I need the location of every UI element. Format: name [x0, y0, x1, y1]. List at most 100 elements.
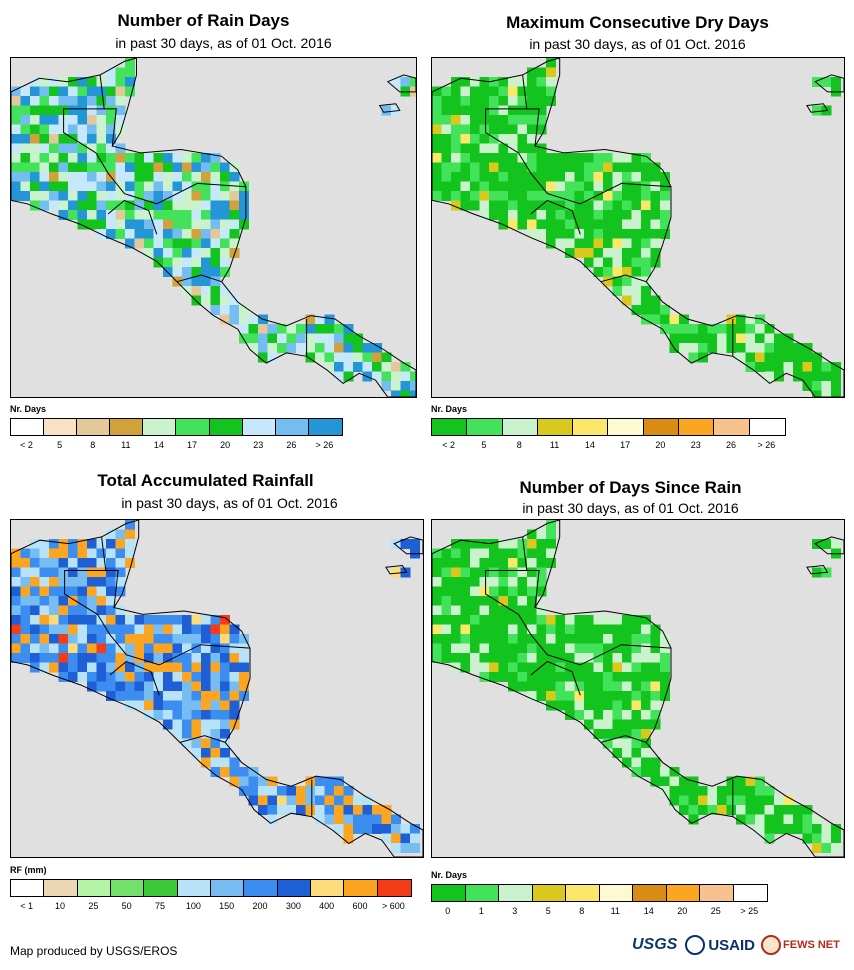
fews-globe-icon — [761, 935, 782, 955]
legend-swatch — [44, 880, 78, 896]
legend-swatch — [573, 419, 609, 435]
legend-tick-label: > 26 — [757, 440, 776, 450]
legend-tick-label: 10 — [54, 901, 66, 911]
legend-tick-labels: 0 1 3 5 8 11 14 20 25 > 25 — [431, 906, 766, 918]
legend-tick-label: 26 — [726, 440, 737, 450]
legend-tick-label: < 2 — [20, 440, 33, 450]
legend-tick-label: 8 — [516, 440, 522, 450]
legend-tick-label: > 25 — [740, 906, 759, 916]
legend-swatch — [77, 419, 111, 435]
legend-title: Nr. Days — [10, 404, 47, 414]
legend-swatch — [110, 419, 144, 435]
legend-swatch — [599, 885, 633, 901]
legend-swatch — [77, 880, 111, 896]
legend-colorbar — [431, 884, 768, 902]
country-borders — [432, 58, 844, 397]
legend-tick-label: 17 — [620, 440, 631, 450]
legend-title: RF (mm) — [10, 865, 47, 875]
legend-tick-label: 200 — [252, 901, 268, 911]
logo-strip: USGS USAID FEWS NET — [632, 932, 846, 958]
panel-subtitle: in past 30 days, as of 01 Oct. 2016 — [121, 495, 338, 511]
map-grid-cells — [11, 520, 420, 853]
map-grid-cells — [432, 520, 841, 853]
map-grid-cells — [11, 58, 416, 397]
legend-tick-label: 17 — [187, 440, 198, 450]
legend-tick-label: 8 — [90, 440, 96, 450]
legend-swatch — [110, 880, 145, 896]
legend-swatch — [749, 419, 785, 435]
legend-swatch — [143, 419, 177, 435]
panel-max-dry-days: Maximum Consecutive Dry Days in past 30 … — [427, 0, 854, 465]
legend-tick-label: 20 — [677, 906, 688, 916]
legend-swatch — [432, 885, 466, 901]
legend-max-dry-days: Nr. Days < 2 5 8 11 14 17 20 23 26 > 26 — [431, 404, 793, 456]
country-borders — [11, 520, 423, 857]
legend-tick-label: 5 — [545, 906, 551, 916]
legend-swatch — [242, 419, 276, 435]
panel-title: Maximum Consecutive Dry Days — [506, 13, 769, 32]
panel-subtitle: in past 30 days, as of 01 Oct. 2016 — [529, 36, 746, 52]
legend-swatch — [210, 880, 245, 896]
legend-swatch — [44, 419, 78, 435]
legend-swatch — [144, 880, 178, 896]
panel-title: Total Accumulated Rainfall — [97, 471, 314, 490]
legend-tick-label: < 1 — [20, 901, 34, 911]
panel-title: Number of Rain Days — [117, 11, 290, 30]
legend-swatch — [465, 885, 499, 901]
legend-tick-label: 0 — [445, 906, 451, 916]
legend-swatch — [643, 419, 680, 435]
legend-swatch — [537, 419, 574, 435]
legend-swatch — [176, 419, 210, 435]
legend-tick-label: > 600 — [381, 901, 405, 911]
legend-tick-label: 3 — [512, 906, 518, 916]
legend-tick-label: 5 — [57, 440, 63, 450]
legend-tick-label: 11 — [549, 440, 560, 450]
panel-total-rainfall: Total Accumulated Rainfall in past 30 da… — [0, 465, 427, 930]
legend-tick-label: 26 — [286, 440, 297, 450]
legend-tick-label: 20 — [655, 440, 666, 450]
legend-colorbar — [431, 418, 786, 436]
panel-title: Number of Days Since Rain — [519, 478, 742, 497]
legend-swatch — [499, 885, 533, 901]
legend-tick-label: 600 — [352, 901, 368, 911]
legend-tick-labels: < 2 5 8 11 14 17 20 23 26 > 26 — [10, 440, 341, 452]
legend-tick-label: 14 — [153, 440, 164, 450]
panel-subtitle: in past 30 days, as of 01 Oct. 2016 — [522, 500, 739, 516]
legend-swatch — [432, 419, 468, 435]
country-borders — [432, 520, 844, 857]
legend-swatch — [275, 419, 309, 435]
legend-swatch — [633, 885, 667, 901]
legend-swatch — [209, 419, 243, 435]
legend-tick-label: 23 — [690, 440, 701, 450]
legend-swatch — [679, 419, 715, 435]
usaid-seal-icon — [685, 935, 706, 955]
legend-tick-label: 5 — [481, 440, 487, 450]
legend-tick-label: 300 — [285, 901, 301, 911]
legend-swatch — [11, 419, 45, 435]
legend-tick-label: < 2 — [442, 440, 456, 450]
legend-rain-days: Nr. Days < 2 5 8 11 14 17 20 23 26 > 26 — [10, 404, 350, 456]
legend-swatch — [666, 885, 700, 901]
legend-colorbar — [10, 879, 412, 897]
map-canvas — [11, 58, 416, 397]
legend-swatch — [308, 419, 342, 435]
map-credit: Map produced by USGS/EROS — [10, 944, 178, 958]
legend-swatch — [244, 880, 278, 896]
legend-swatch — [344, 880, 378, 896]
legend-swatch — [467, 419, 503, 435]
legend-tick-label: 25 — [710, 906, 721, 916]
legend-colorbar — [10, 418, 343, 436]
legend-swatch — [733, 885, 767, 901]
legend-tick-label: 50 — [121, 901, 132, 911]
legend-tick-label: 14 — [584, 440, 595, 450]
legend-tick-label: 14 — [643, 906, 654, 916]
legend-swatch — [11, 880, 45, 896]
map-days-since-rain — [431, 519, 845, 858]
usgs-logo: USGS — [632, 936, 678, 953]
legend-swatch — [310, 880, 345, 896]
legend-tick-label: 400 — [319, 901, 335, 911]
legend-tick-label: 23 — [253, 440, 264, 450]
fews-net-logo: FEWS NET — [783, 939, 840, 951]
legend-swatch — [608, 419, 644, 435]
legend-tick-label: 11 — [610, 906, 620, 916]
